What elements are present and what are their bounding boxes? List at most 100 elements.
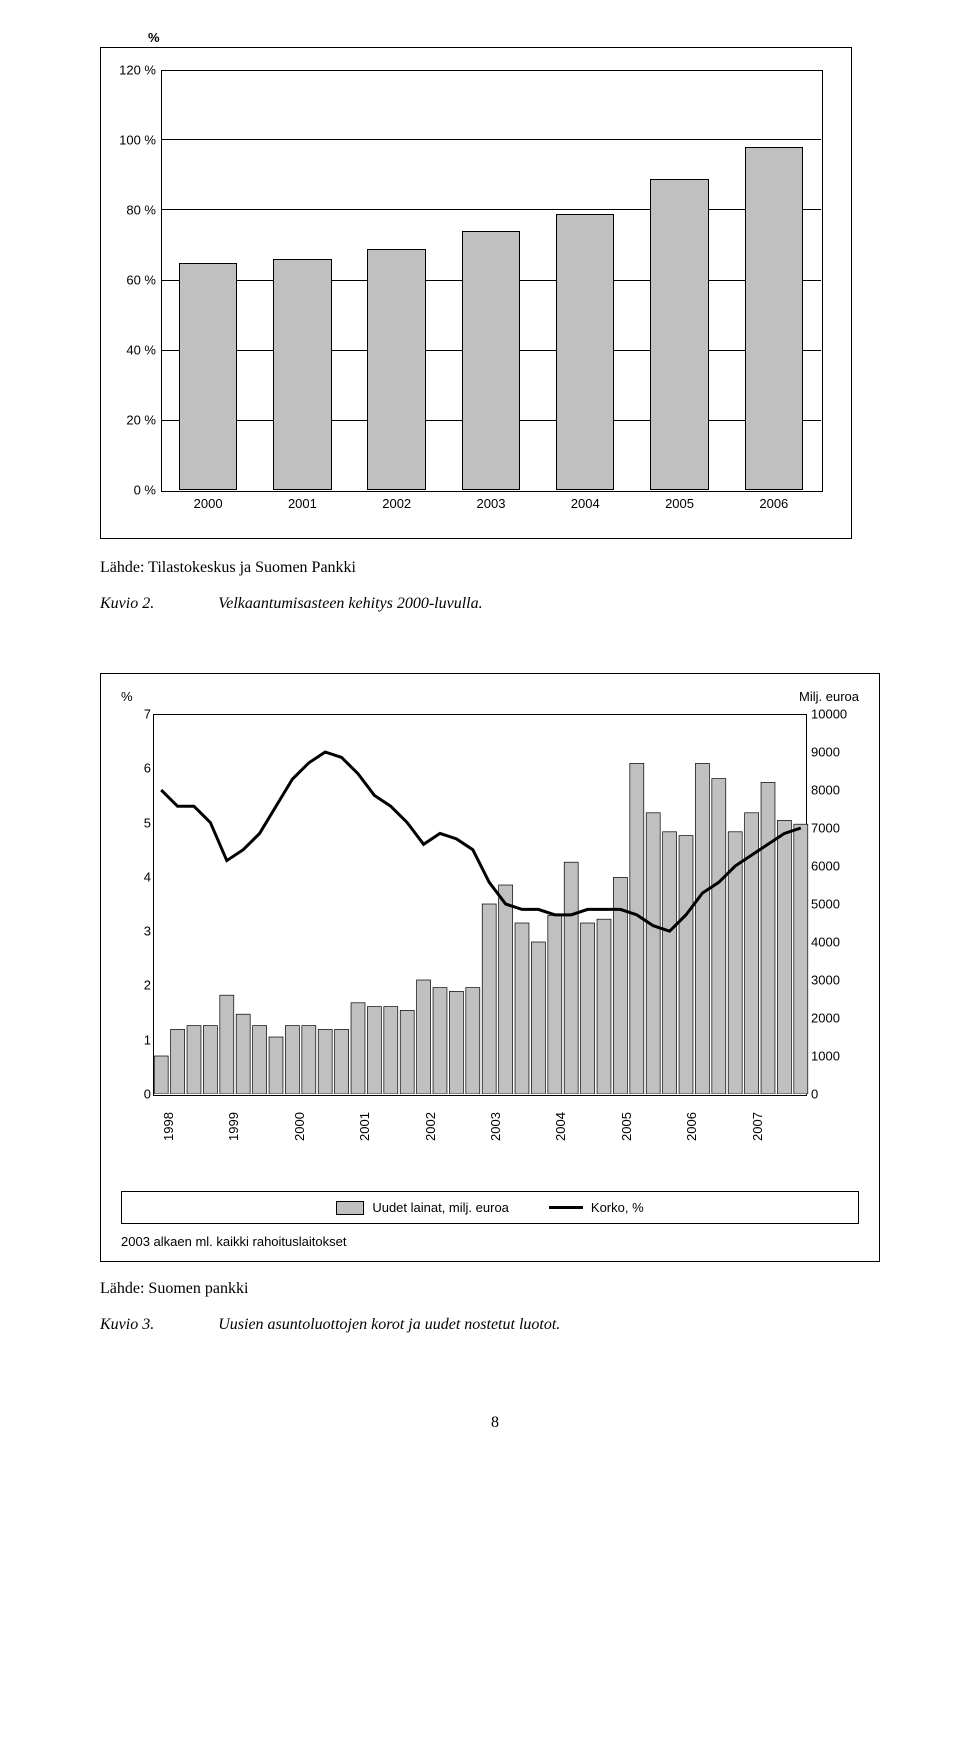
chart2-left-y-tick: 5 [123,815,151,830]
chart2-caption: Kuvio 3. Uusien asuntoluottojen korot ja… [100,1316,890,1334]
chart1-y-tick: 0 % [106,483,156,498]
chart2-bar [384,1007,398,1094]
chart1: % 0 % 20 % 40 % 60 % 80 % 100 % 120 % 20002001… [100,30,850,539]
chart2-right-y-tick: 7000 [811,821,861,836]
chart2-legend-line: Korko, % [549,1200,644,1215]
chart2-bar [318,1029,332,1094]
chart2-bar [171,1029,185,1094]
chart2-bar [581,923,595,1094]
chart2-left-y-tick: 1 [123,1032,151,1047]
chart2-bar [499,885,513,1094]
chart2-x-tick: 2005 [611,1101,676,1161]
chart2-bar [564,862,578,1094]
chart2-right-y-tick: 8000 [811,783,861,798]
chart2-figure-title: Uusien asuntoluottojen korot ja uudet no… [218,1316,560,1333]
chart1-x-tick: 2000 [161,496,255,511]
chart2-x-tick: 2001 [349,1101,414,1161]
chart2-left-y-tick: 7 [123,707,151,722]
chart2-left-y-tick: 0 [123,1087,151,1102]
chart1-y-tick: 20 % [106,413,156,428]
chart2-right-y-tick: 4000 [811,935,861,950]
chart2-bar [400,1010,414,1094]
chart1-plot-area: 0 %20 %40 %60 %80 %100 %120 % 2000200120… [100,47,852,539]
chart2-bar [712,779,726,1094]
chart2-source: Lähde: Suomen pankki [100,1280,890,1298]
chart2-x-tick: 2000 [284,1101,349,1161]
chart2-bar [777,820,791,1094]
chart2-bar [269,1037,283,1094]
chart2-bar [646,813,660,1094]
chart1-bar [556,214,614,491]
chart2-bar [335,1029,349,1094]
chart1-bar [179,263,237,491]
chart2-bar [285,1026,299,1094]
chart1-caption: Kuvio 2. Velkaantumisasteen kehitys 2000… [100,595,890,613]
chart1-x-tick: 2003 [444,496,538,511]
chart1-source: Lähde: Tilastokeskus ja Suomen Pankki [100,559,890,577]
chart2-legend-line-label: Korko, % [591,1200,644,1215]
chart2-bar [417,980,431,1094]
chart2-legend: Uudet lainat, milj. euroa Korko, % [121,1191,859,1224]
chart1-x-tick: 2002 [350,496,444,511]
chart1-bar [367,249,425,491]
chart2-right-y-tick: 2000 [811,1011,861,1026]
chart1-bar [273,259,331,490]
chart2-svg [153,714,809,1094]
chart2-bar [482,904,496,1094]
chart2-x-tick: 1998 [153,1101,218,1161]
chart2-bar [531,942,545,1094]
chart2-bar [663,832,677,1094]
chart2-right-axis-label: Milj. euroa [799,689,859,704]
chart1-figure-label: Kuvio 2. [100,595,154,612]
chart1-figure-title: Velkaantumisasteen kehitys 2000-luvulla. [218,595,482,612]
chart2-footnote: 2003 alkaen ml. kaikki rahoituslaitokset [121,1234,859,1249]
chart1-x-tick: 2005 [632,496,726,511]
chart2-left-y-tick: 6 [123,761,151,776]
chart2-bar [236,1014,250,1094]
chart2-bar [154,1056,168,1094]
chart2-bar [597,919,611,1094]
chart2-right-y-tick: 0 [811,1087,861,1102]
chart2-bar [761,782,775,1094]
chart2-figure-label: Kuvio 3. [100,1316,154,1333]
chart1-y-tick: 100 % [106,133,156,148]
chart2-right-y-tick: 1000 [811,1049,861,1064]
chart1-y-tick: 40 % [106,343,156,358]
chart2-bar [220,995,234,1094]
chart2-legend-bar-label: Uudet lainat, milj. euroa [372,1200,509,1215]
chart1-x-tick: 2006 [727,496,821,511]
chart2-left-y-tick: 2 [123,978,151,993]
chart2: % Milj. euroa 01234567 01000200030004000… [100,673,880,1262]
chart2-left-y-tick: 4 [123,869,151,884]
chart2-bar [351,1003,365,1094]
chart1-bar [650,179,708,491]
chart1-y-tick: 120 % [106,63,156,78]
chart2-right-y-tick: 9000 [811,745,861,760]
chart2-bar [302,1026,316,1094]
chart2-right-y-tick: 5000 [811,897,861,912]
chart2-legend-bar: Uudet lainat, milj. euroa [336,1200,509,1215]
chart1-y-tick: 60 % [106,273,156,288]
chart2-bar [187,1026,201,1094]
chart1-x-tick: 2004 [538,496,632,511]
chart2-bar [203,1026,217,1094]
chart1-y-tick: 80 % [106,203,156,218]
chart1-x-tick: 2001 [255,496,349,511]
chart2-x-tick: 2004 [545,1101,610,1161]
chart2-bar [515,923,529,1094]
chart2-x-tick: 2006 [676,1101,741,1161]
chart2-x-tick: 2007 [742,1101,807,1161]
chart2-bar [794,824,808,1094]
chart2-plot-area: 01234567 0100020003000400050006000700080… [121,706,859,1136]
chart1-bar [462,231,520,490]
chart1-y-axis-label: % [148,30,850,45]
chart2-bar [253,1026,267,1094]
chart2-bar [449,991,463,1094]
chart2-bar [367,1007,381,1094]
chart2-left-axis-label: % [121,689,133,704]
chart2-bar [433,988,447,1094]
chart2-bar [695,763,709,1094]
chart2-right-y-tick: 10000 [811,707,861,722]
chart2-right-y-tick: 6000 [811,859,861,874]
page-number: 8 [100,1414,890,1432]
